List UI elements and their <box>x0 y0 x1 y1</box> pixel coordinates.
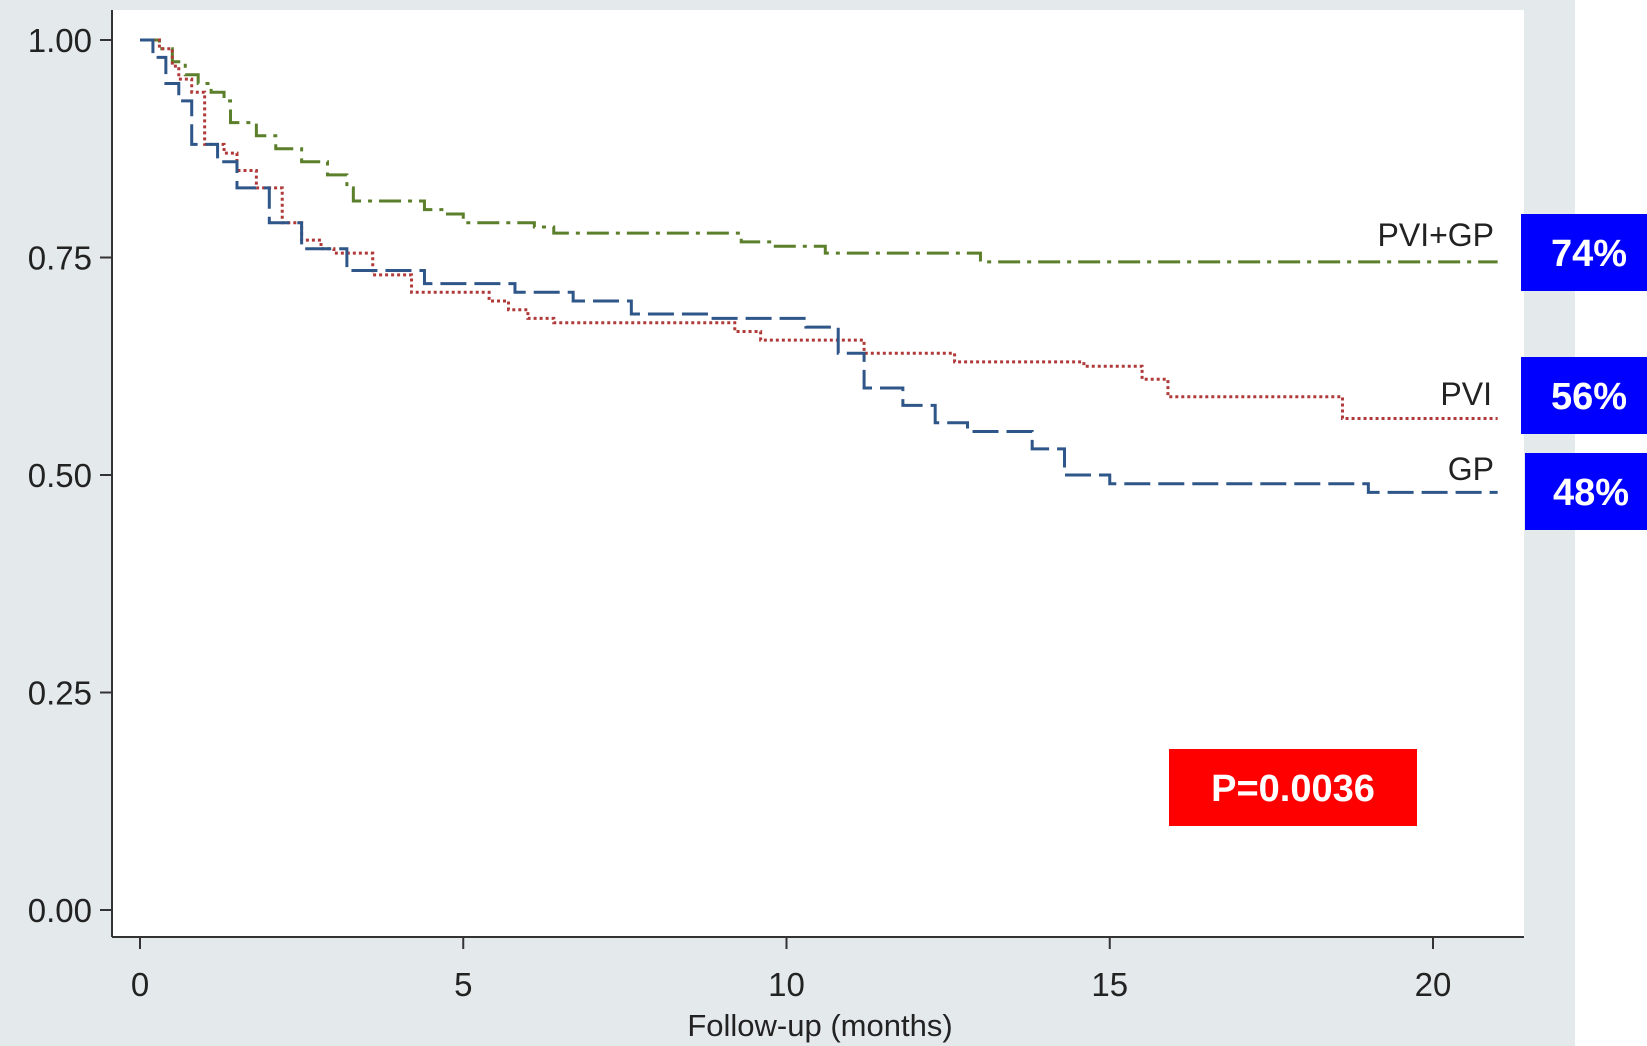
series-label-pvi-gp: PVI+GP <box>1378 217 1495 253</box>
series-label-gp: GP <box>1448 451 1494 487</box>
badge-pvi: 56% <box>1521 357 1647 434</box>
badge-pvi-text: 56% <box>1551 376 1627 418</box>
badge-pvi-bg <box>1521 357 1647 434</box>
x-tick-label: 5 <box>454 966 472 1003</box>
series-line-pvi-gp <box>140 38 1498 264</box>
x-axis-title: Follow-up (months) <box>687 1008 952 1043</box>
badge-pvi-gp: 74% <box>1521 214 1647 291</box>
badge-pvi-gp-text: 74% <box>1551 233 1627 275</box>
x-tick-label: 20 <box>1415 966 1452 1003</box>
y-tick-label: 0.50 <box>28 457 92 494</box>
p-value-box-bg <box>1169 749 1417 826</box>
badge-gp-bg <box>1525 453 1647 530</box>
x-tick-label: 0 <box>131 966 149 1003</box>
y-tick-label: 0.75 <box>28 240 92 277</box>
y-tick-label: 0.00 <box>28 892 92 929</box>
p-value-box: P=0.0036 <box>1169 749 1417 826</box>
series-line-gp <box>140 38 1498 494</box>
badge-gp-text: 48% <box>1553 472 1629 514</box>
series-lines <box>140 38 1498 494</box>
badge-pvi-gp-bg <box>1521 214 1647 291</box>
p-value-text: P=0.0036 <box>1211 768 1375 810</box>
y-tick-label: 1.00 <box>28 22 92 59</box>
series-line-pvi <box>140 38 1498 420</box>
badge-gp: 48% <box>1525 453 1647 530</box>
series-label-pvi: PVI <box>1440 376 1492 412</box>
x-tick-label: 15 <box>1091 966 1128 1003</box>
y-ticks: 0.00 0.25 0.50 0.75 1.00 <box>28 22 112 929</box>
x-tick-label: 10 <box>768 966 805 1003</box>
x-ticks: 0 5 10 15 20 <box>131 937 1452 1003</box>
y-tick-label: 0.25 <box>28 675 92 712</box>
